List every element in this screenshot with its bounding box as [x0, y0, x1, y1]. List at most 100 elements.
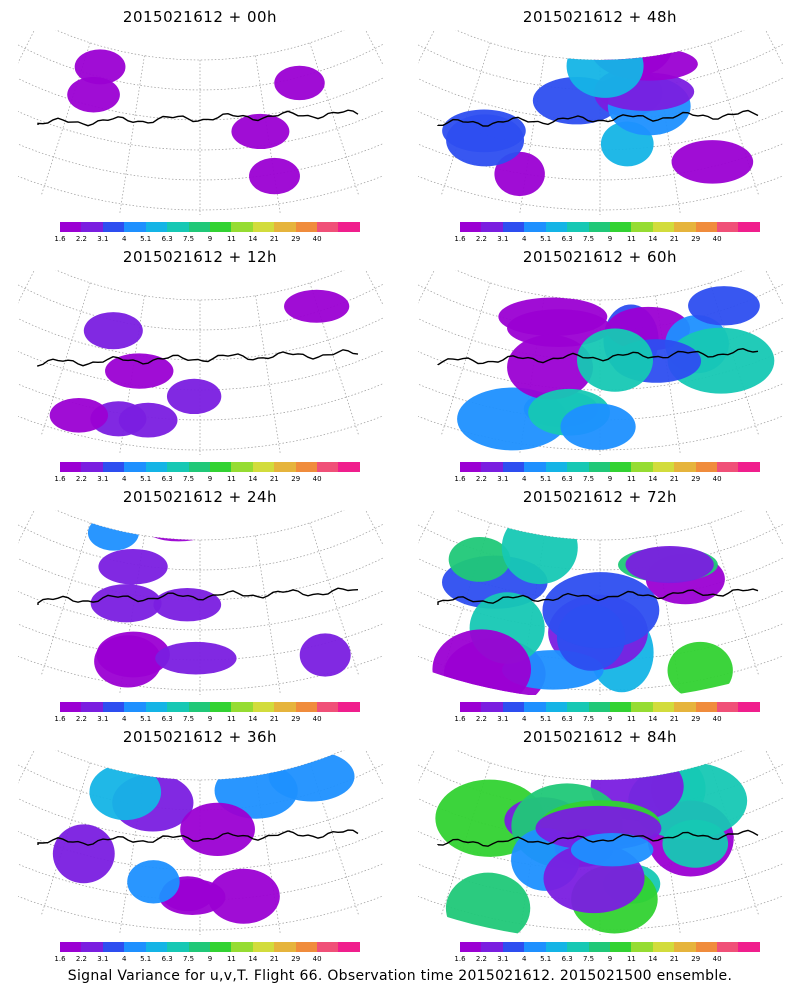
- colorbar-tick-label: 40: [312, 715, 322, 723]
- variance-region: [153, 587, 222, 622]
- colorbar-swatch: [317, 222, 339, 232]
- colorbar-swatch: [481, 702, 503, 712]
- colorbar-swatch: [738, 942, 760, 952]
- projected-map: [18, 750, 383, 935]
- colorbar-swatch: [460, 702, 482, 712]
- colorbar-tick-label: 40: [312, 475, 322, 483]
- panel-title: 2015021612 + 72h: [522, 488, 678, 506]
- colorbar-tick-label: 9: [207, 235, 213, 243]
- colorbar-swatch: [252, 462, 275, 472]
- colorbar-tick-label: 4: [522, 235, 527, 243]
- colorbar-tick-label: 7.5: [582, 715, 595, 723]
- longitude-gridline: [255, 295, 281, 454]
- projected-map: [18, 270, 383, 455]
- colorbar-tick-label: 9: [207, 955, 213, 963]
- longitude-gridline: [41, 762, 91, 916]
- colorbar: [60, 702, 360, 712]
- colorbar-tick-label: 2.2: [75, 715, 87, 723]
- longitude-gridline: [441, 282, 491, 436]
- colorbar-tick-label: 7.5: [182, 235, 195, 243]
- colorbar-swatch: [631, 222, 653, 232]
- colorbar-tick-label: 14: [648, 475, 658, 483]
- colorbar-tick-label: 14: [648, 955, 658, 963]
- colorbar-tick-label: 7.5: [182, 955, 195, 963]
- figure-caption: Signal Variance for u,v,T. Flight 66. Ob…: [67, 968, 733, 984]
- colorbar-tick-label: 6.3: [161, 475, 173, 483]
- projected-map: [418, 510, 783, 695]
- colorbar-swatch: [167, 702, 189, 712]
- colorbar-tick-label: 4: [522, 955, 527, 963]
- colorbar-swatch: [231, 702, 253, 712]
- colorbar-tick-label: 1.6: [54, 235, 66, 243]
- colorbar-swatch: [631, 462, 653, 472]
- colorbar-labels: 1.6 2.2 3.1 4 5.1 6.3 7.5 9 11 14 21 29 40: [454, 955, 760, 965]
- colorbar-tick-label: 7.5: [582, 475, 595, 483]
- colorbar-tick-label: 21: [269, 235, 279, 243]
- colorbar-tick-label: 7.5: [182, 475, 195, 483]
- colorbar-swatch: [524, 462, 546, 472]
- colorbar-swatch: [317, 942, 339, 952]
- colorbar-tick-label: 2.2: [75, 235, 87, 243]
- colorbar-swatch: [609, 702, 632, 712]
- latitude-gridline: [55, 30, 345, 61]
- colorbar-tick-label: 3.1: [97, 715, 109, 723]
- colorbar-tick-label: 29: [691, 955, 701, 963]
- colorbar-labels: 1.6 2.2 3.1 4 5.1 6.3 7.5 9 11 14 21 29 40: [454, 715, 760, 725]
- colorbar-tick-label: 29: [691, 475, 701, 483]
- colorbar-labels: 1.6 2.2 3.1 4 5.1 6.3 7.5 9 11 14 21 29 40: [54, 715, 360, 725]
- variance-region: [118, 402, 178, 438]
- variance-region: [299, 633, 351, 677]
- colorbar-swatch: [717, 942, 739, 952]
- colorbar: [460, 462, 760, 472]
- longitude-gridline: [441, 762, 491, 916]
- colorbar-tick-label: 21: [269, 955, 279, 963]
- colorbar-swatch: [674, 942, 696, 952]
- colorbar-tick-label: 14: [248, 715, 258, 723]
- variance-region: [105, 353, 174, 389]
- variance-region: [667, 327, 775, 394]
- colorbar-swatch: [609, 942, 632, 952]
- colorbar-tick-label: 3.1: [97, 475, 109, 483]
- colorbar-swatch: [274, 222, 296, 232]
- colorbar-swatch: [588, 222, 610, 232]
- colorbar-labels: 1.6 2.2 3.1 4 5.1 6.3 7.5 9 11 14 21 29 40: [54, 955, 360, 965]
- colorbar-tick-label: 6.3: [161, 955, 173, 963]
- longitude-gridline: [41, 282, 91, 436]
- longitude-gridline: [441, 42, 491, 196]
- latitude-gridline: [418, 415, 783, 451]
- coastline: [37, 829, 359, 846]
- colorbar-swatch: [588, 942, 610, 952]
- variance-region: [625, 545, 714, 584]
- colorbar-tick-label: 2.2: [475, 475, 487, 483]
- colorbar-swatch: [609, 462, 632, 472]
- colorbar-swatch: [674, 462, 696, 472]
- colorbar-tick-label: 21: [669, 955, 679, 963]
- colorbar-swatch: [502, 462, 525, 472]
- colorbar-swatch: [524, 222, 546, 232]
- colorbar-tick-label: 9: [607, 235, 613, 243]
- colorbar-tick-label: 4: [122, 475, 127, 483]
- colorbar-swatch: [209, 942, 232, 952]
- colorbar-labels: 1.6 2.2 3.1 4 5.1 6.3 7.5 9 11 14 21 29 40: [454, 235, 760, 245]
- coastline: [437, 347, 759, 366]
- projected-map: [18, 30, 383, 215]
- colorbar-tick-label: 1.6: [454, 715, 466, 723]
- variance-region: [98, 548, 168, 585]
- longitude-gridline: [309, 762, 359, 916]
- longitude-gridline: [309, 522, 359, 676]
- latitude-gridline: [18, 43, 383, 91]
- panel-title: 2015021612 + 24h: [122, 488, 278, 506]
- latitude-gridline: [18, 655, 383, 691]
- variance-region: [52, 824, 115, 884]
- colorbar-tick-label: 7.5: [582, 955, 595, 963]
- latitude-gridline: [18, 415, 383, 451]
- colorbar-tick-label: 11: [226, 955, 236, 963]
- colorbar-tick-label: 14: [648, 715, 658, 723]
- longitude-gridline: [41, 522, 91, 676]
- latitude-gridline: [418, 655, 783, 691]
- colorbar-swatch: [502, 222, 525, 232]
- colorbar-swatch: [338, 942, 360, 952]
- colorbar-swatch: [102, 942, 125, 952]
- colorbar-swatch: [124, 462, 146, 472]
- colorbar-tick-label: 6.3: [161, 715, 173, 723]
